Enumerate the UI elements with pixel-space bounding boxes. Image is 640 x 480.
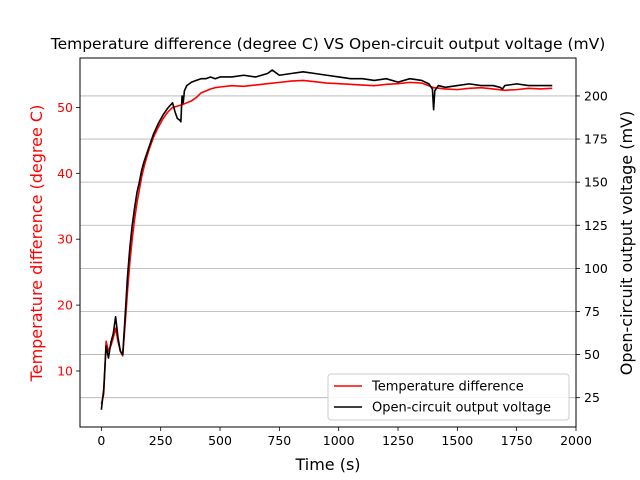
x-tick-label: 1750 xyxy=(501,433,533,448)
plot-frame xyxy=(79,57,577,428)
x-tick-label: 500 xyxy=(208,433,232,448)
right-tick-label: 100 xyxy=(584,261,608,276)
grid-lines xyxy=(80,95,576,399)
series-line-voltage xyxy=(100,69,553,410)
x-tick-label: 1000 xyxy=(323,433,355,448)
right-tick-label: 25 xyxy=(584,390,600,405)
right-axis-ticks: 25 50 75 100 125 150 175 200 xyxy=(576,88,608,405)
chart-title: Temperature difference (degree C) VS Ope… xyxy=(50,35,606,53)
right-tick-label: 75 xyxy=(584,304,600,319)
series-layer xyxy=(100,69,553,410)
left-tick-label: 10 xyxy=(57,363,73,378)
left-tick-label: 30 xyxy=(57,232,73,247)
x-tick-label: 1250 xyxy=(382,433,414,448)
series-line-temperature xyxy=(100,79,553,405)
left-tick-label: 50 xyxy=(57,100,73,115)
x-axis-label: Time (s) xyxy=(294,455,360,474)
x-tick-label: 250 xyxy=(149,433,173,448)
legend-label-voltage: Open-circuit output voltage xyxy=(372,401,551,416)
x-tick-label: 2000 xyxy=(560,433,592,448)
legend-box xyxy=(327,373,570,421)
right-axis-label: Open-circuit output voltage (mV) xyxy=(617,111,636,375)
x-axis-ticks: 0 250 500 750 1000 1250 1500 1750 2000 xyxy=(97,427,592,448)
right-tick-label: 50 xyxy=(584,347,600,362)
right-tick-label: 175 xyxy=(584,132,608,147)
right-tick-label: 150 xyxy=(584,175,608,190)
legend: Temperature difference Open-circuit outp… xyxy=(327,373,570,421)
left-axis-ticks: 10 20 30 40 50 xyxy=(57,100,80,378)
legend-label-temperature: Temperature difference xyxy=(371,380,524,395)
x-tick-label: 0 xyxy=(97,433,105,448)
x-tick-label: 750 xyxy=(267,433,291,448)
left-tick-label: 20 xyxy=(57,298,73,313)
left-tick-label: 40 xyxy=(57,166,73,181)
x-tick-label: 1500 xyxy=(441,433,473,448)
right-tick-label: 125 xyxy=(584,218,608,233)
right-tick-label: 200 xyxy=(584,88,608,103)
left-axis-label: Temperature difference (degree C) xyxy=(27,105,46,383)
